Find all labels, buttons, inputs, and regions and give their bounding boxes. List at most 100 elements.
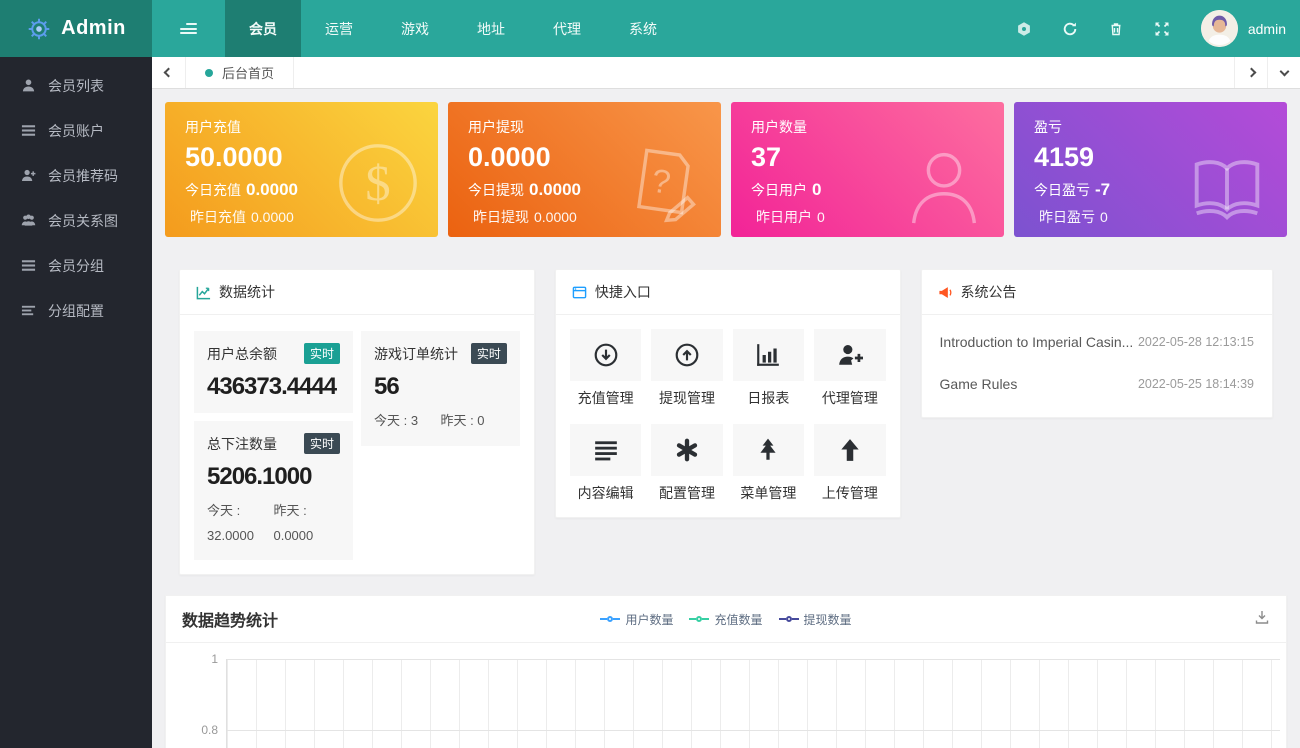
announcement-date: 2022-05-25 18:14:39	[1137, 377, 1255, 391]
quick-item-content-edit[interactable]: 内容编辑	[569, 424, 642, 503]
document-question-icon: ?	[636, 148, 696, 223]
card-today-label: 今日充值	[185, 182, 241, 198]
legend-item-users[interactable]: 用户数量	[600, 611, 673, 628]
refresh-icon[interactable]	[1047, 21, 1093, 37]
stat-yesterday: 昨天 : 0.0000	[273, 503, 314, 543]
card-today-label: 今日提现	[468, 182, 524, 198]
quick-item-menu-manage[interactable]: 菜单管理	[732, 424, 805, 503]
tab-menu-button[interactable]	[1267, 57, 1300, 88]
card-today-value: 0.0000	[246, 180, 298, 199]
stat-value: 56	[373, 373, 400, 400]
sidebar-item-group-config[interactable]: 分组配置	[0, 288, 152, 333]
chevron-left-icon	[163, 67, 174, 78]
stat-value: 436373.4444	[207, 373, 337, 400]
tab-scroll-right-button[interactable]	[1234, 57, 1267, 88]
theme-icon[interactable]	[1001, 21, 1047, 37]
stat-yesterday: 昨天 : 0	[440, 413, 485, 428]
open-book-icon	[1194, 160, 1260, 220]
menu-item-agent[interactable]: 代理	[553, 20, 581, 37]
sidebar-item-member-account[interactable]: 会员账户	[0, 108, 152, 153]
stat-box-total-bets: 总下注数量 实时 5206.1000 今天 : 32.0000 昨天 : 0.0…	[194, 421, 353, 561]
person-icon	[911, 152, 977, 224]
card-title: 用户数量	[751, 119, 807, 135]
card-yesterday-value: 0.0000	[534, 209, 577, 225]
quick-item-label: 上传管理	[821, 485, 878, 501]
quick-item-label: 配置管理	[659, 485, 716, 501]
card-profit-loss: 盈亏 4159 今日盈亏 -7 昨日盈亏 0	[1014, 102, 1287, 237]
card-yesterday-label: 昨日充值	[190, 209, 246, 225]
dollar-circle-icon: $	[339, 144, 417, 222]
quick-item-agent[interactable]: 代理管理	[814, 329, 886, 408]
tab-scroll-left-button[interactable]	[152, 57, 185, 88]
panel-quick-entry: 快捷入口 充值管理 提现管理 日报表	[554, 269, 901, 518]
menu-item-address[interactable]: 地址	[477, 20, 505, 37]
card-user-withdraw: 用户提现 0.0000 今日提现 0.0000 昨日提现 0.0000 ?	[448, 102, 721, 237]
card-yesterday-label: 昨日盈亏	[1039, 209, 1095, 225]
card-user-recharge: 用户充值 50.0000 今日充值 0.0000 昨日充值 0.0000 $	[165, 102, 438, 237]
svg-text:?: ?	[649, 163, 672, 202]
username[interactable]: admin	[1247, 20, 1286, 37]
quick-item-config[interactable]: 配置管理	[651, 424, 723, 503]
circle-up-icon	[675, 343, 699, 367]
gear-logo-icon	[28, 18, 50, 39]
sidebar-collapse-button[interactable]	[152, 0, 225, 57]
chart-legend: 用户数量 充值数量 提现数量	[166, 611, 1286, 628]
legend-item-withdraw[interactable]: 提现数量	[778, 611, 852, 628]
user-avatar[interactable]	[1200, 10, 1238, 47]
panel-title: 快捷入口	[594, 284, 651, 300]
clear-cache-icon[interactable]	[1093, 21, 1139, 37]
announcement-row[interactable]: Game Rules 2022-05-25 18:14:39	[940, 363, 1254, 405]
announcement-row[interactable]: Introduction to Imperial Casin... 2022-0…	[940, 321, 1254, 363]
card-yesterday-label: 昨日用户	[756, 209, 812, 225]
quick-item-withdraw[interactable]: 提现管理	[651, 329, 723, 408]
sidebar-item-member-list[interactable]: 会员列表	[0, 63, 152, 108]
sidebar-item-label: 会员账户	[48, 122, 104, 139]
stat-box-total-balance: 用户总余额 实时 436373.4444	[194, 331, 353, 413]
sidebar-item-member-group[interactable]: 会员分组	[0, 243, 152, 288]
card-user-count: 用户数量 37 今日用户 0 昨日用户 0	[731, 102, 1004, 237]
quick-item-recharge[interactable]: 充值管理	[569, 329, 642, 408]
line-chart-icon	[196, 286, 211, 299]
menu-item-operation[interactable]: 运营	[325, 20, 353, 37]
panel-title: 数据统计	[219, 284, 275, 300]
agent-add-icon	[838, 345, 863, 365]
card-title: 用户充值	[185, 119, 241, 135]
quick-item-label: 日报表	[747, 390, 790, 406]
realtime-badge: 实时	[303, 433, 340, 454]
card-yesterday-value: 0.0000	[251, 209, 294, 225]
legend-item-recharge[interactable]: 充值数量	[689, 611, 763, 628]
stat-label: 用户总余额	[207, 345, 277, 362]
quick-item-label: 提现管理	[659, 390, 716, 406]
fullscreen-icon[interactable]	[1139, 21, 1185, 37]
bar-chart-icon	[757, 344, 780, 366]
window-icon	[572, 286, 587, 298]
stat-box-game-orders: 游戏订单统计 实时 56 今天 : 3 昨天 : 0	[360, 331, 520, 446]
circle-down-icon	[594, 343, 617, 367]
quick-item-label: 菜单管理	[740, 485, 797, 501]
asterisk-icon	[676, 438, 698, 462]
menu-item-game[interactable]: 游戏	[401, 20, 429, 37]
panel-announcements: 系统公告 Introduction to Imperial Casin... 2…	[920, 269, 1274, 418]
card-today-value: 0	[812, 180, 822, 199]
card-yesterday-value: 0	[1100, 209, 1108, 225]
tab-home[interactable]: 后台首页	[185, 57, 295, 88]
card-title: 用户提现	[468, 119, 524, 135]
menu-item-system[interactable]: 系统	[629, 20, 657, 37]
chevron-right-icon	[1246, 67, 1256, 78]
hamburger-icon	[180, 21, 197, 37]
quick-item-daily-report[interactable]: 日报表	[732, 329, 805, 408]
app-logo[interactable]: Admin	[0, 0, 152, 57]
realtime-badge: 实时	[470, 343, 507, 364]
menu-lines-icon	[594, 441, 617, 461]
list-icon	[21, 125, 36, 136]
announcement-title: Introduction to Imperial Casin...	[939, 334, 1134, 350]
sidebar-item-member-relation[interactable]: 会员关系图	[0, 198, 152, 243]
download-icon[interactable]	[1254, 609, 1270, 630]
menu-item-member[interactable]: 会员	[225, 0, 301, 57]
stat-label: 总下注数量	[207, 435, 277, 452]
sidebar-item-label: 会员分组	[48, 257, 104, 274]
stat-today: 今天 : 32.0000	[207, 503, 254, 543]
quick-item-upload[interactable]: 上传管理	[814, 424, 886, 503]
panel-data-statistics: 数据统计 用户总余额 实时 436373.4444	[179, 269, 535, 576]
sidebar-item-member-refcode[interactable]: 会员推荐码	[0, 153, 152, 198]
